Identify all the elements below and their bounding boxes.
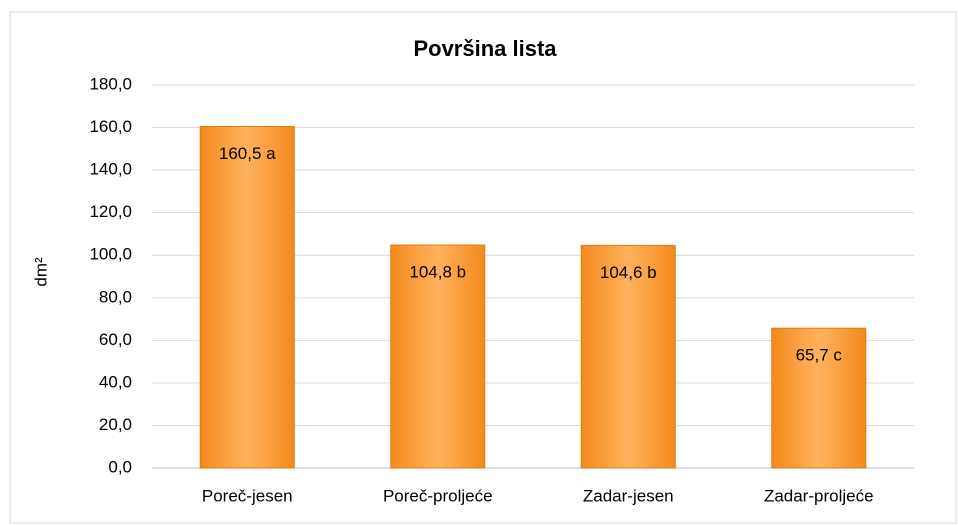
y-tick-label: 80,0 (99, 287, 132, 306)
bar (199, 125, 295, 469)
x-tick-label: Zadar-jesen (583, 486, 674, 505)
data-label: 160,5 a (219, 144, 276, 163)
y-tick-label: 180,0 (89, 74, 132, 93)
data-label: 104,6 b (600, 263, 657, 282)
y-tick-label: 60,0 (99, 330, 132, 349)
bar (580, 244, 676, 469)
x-tick-label: Zadar-proljeće (764, 486, 874, 505)
y-tick-label: 120,0 (89, 202, 132, 221)
data-label: 65,7 c (796, 346, 843, 365)
y-tick-label: 160,0 (89, 117, 132, 136)
chart-title: Površina lista (413, 36, 557, 61)
x-tick-label: Poreč-jesen (202, 486, 293, 505)
data-label: 104,8 b (409, 262, 466, 281)
y-axis-label: dm² (31, 257, 50, 287)
chart-frame (9, 11, 957, 524)
y-tick-label: 140,0 (89, 160, 132, 179)
y-tick-label: 20,0 (99, 415, 132, 434)
y-tick-label: 40,0 (99, 372, 132, 391)
bar (390, 244, 486, 469)
bar (771, 327, 867, 469)
y-tick-label: 0,0 (108, 457, 132, 476)
x-tick-label: Poreč-proljeće (383, 486, 493, 505)
y-tick-label: 100,0 (89, 245, 132, 264)
